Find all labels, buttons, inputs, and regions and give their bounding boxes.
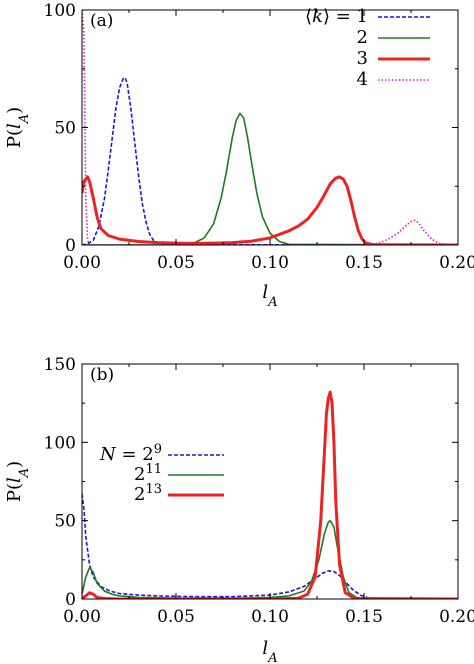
panel-label: (a) bbox=[90, 11, 113, 31]
legend-entry-label: 4 bbox=[357, 69, 368, 90]
legend-entry-label: ⟨k⟩ = 1 bbox=[305, 6, 368, 27]
series-line-3 bbox=[82, 175, 458, 245]
x-tick-label: 0.20 bbox=[439, 253, 474, 273]
y-tick-label: 50 bbox=[54, 512, 76, 532]
x-tick-label: 0.20 bbox=[439, 607, 474, 627]
panel-label: (b) bbox=[90, 365, 114, 385]
x-tick-label: 0.15 bbox=[345, 607, 383, 627]
x-tick-label: 0.10 bbox=[251, 253, 289, 273]
legend-entry-label: 211 bbox=[134, 462, 162, 486]
x-tick-label: 0.10 bbox=[251, 607, 289, 627]
x-tick-label: 0.00 bbox=[63, 253, 101, 273]
series-line-1 bbox=[82, 493, 458, 599]
series-line-2 bbox=[82, 112, 458, 245]
x-axis-label: lA bbox=[262, 282, 277, 310]
y-axis-label: P(lA) bbox=[4, 461, 32, 502]
legend-entry-label: 213 bbox=[134, 482, 162, 506]
plot-frame bbox=[81, 9, 459, 246]
series-line-3 bbox=[82, 390, 458, 599]
y-tick-label: 100 bbox=[44, 433, 76, 453]
y-tick-label: 100 bbox=[44, 1, 76, 21]
x-tick-label: 0.00 bbox=[63, 607, 101, 627]
panel-b: 0.00 0.05 0.10 0.15 0.20 0 50 100 150 (b) lA P(lA) N… bbox=[4, 355, 474, 664]
y-tick-label: 0 bbox=[65, 590, 76, 610]
legend-entry-label: 2 bbox=[357, 27, 368, 48]
series-line-4 bbox=[82, 9, 458, 245]
x-tick-label: 0.15 bbox=[345, 253, 383, 273]
y-tick-label: 0 bbox=[65, 236, 76, 256]
x-tick-label: 0.05 bbox=[157, 253, 195, 273]
series-line-1 bbox=[82, 77, 458, 245]
series-line-2 bbox=[82, 519, 458, 599]
legend-entry-label: 3 bbox=[357, 48, 368, 69]
x-tick-label: 0.05 bbox=[157, 607, 195, 627]
y-tick-label: 150 bbox=[44, 355, 76, 375]
panel-a: 0.00 0.05 0.10 0.15 0.20 0 50 100 (a) lA P(lA) ⟨k⟩ … bbox=[4, 1, 474, 310]
y-tick-label: 50 bbox=[54, 119, 76, 139]
y-axis-label: P(lA) bbox=[4, 107, 32, 148]
x-axis-label: lA bbox=[262, 638, 277, 664]
legend-entry-label: N = 29 bbox=[99, 442, 162, 466]
